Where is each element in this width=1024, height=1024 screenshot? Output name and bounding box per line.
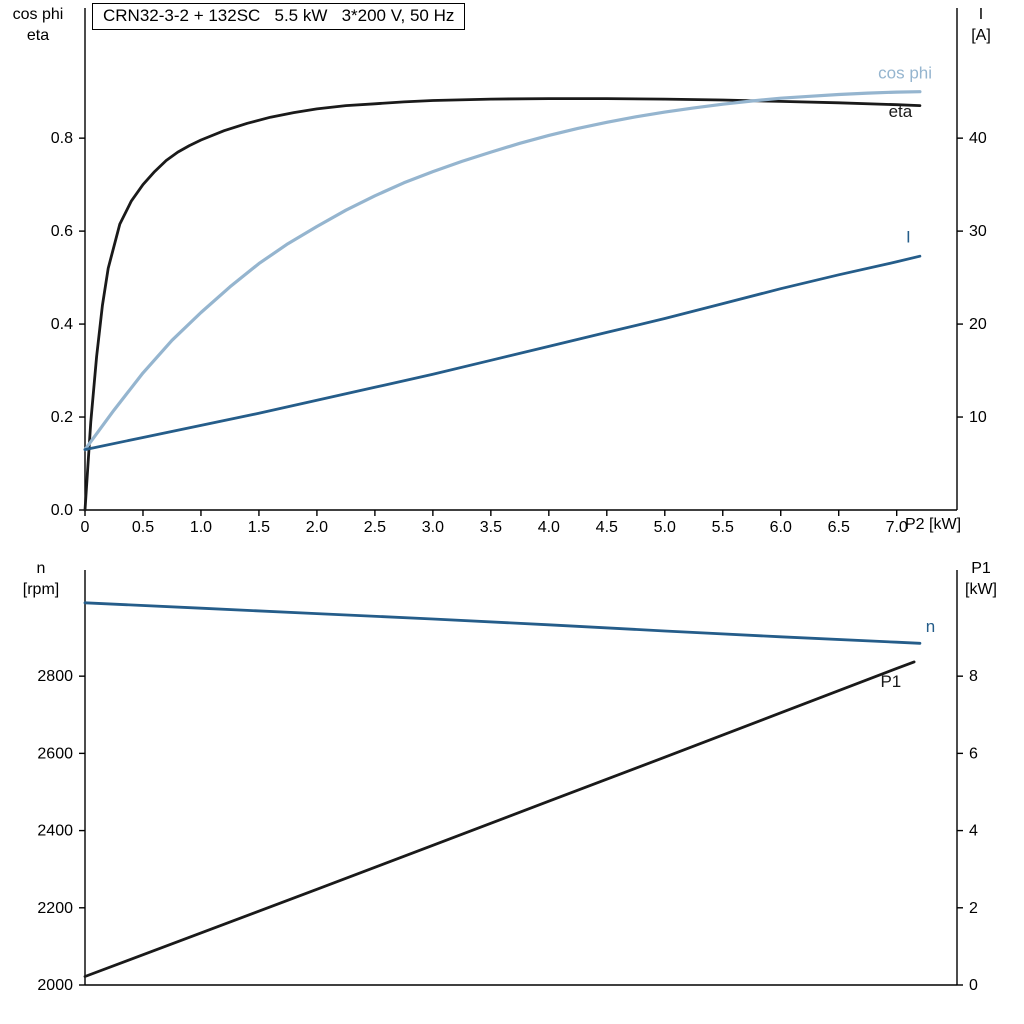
y-tick-label-left: 0.0	[51, 502, 73, 519]
y-tick-label-left: 2200	[37, 900, 73, 917]
x-tick-label: 6.5	[828, 519, 850, 536]
y-tick-label-left: 2800	[37, 668, 73, 685]
eta-curve-label: eta	[889, 102, 913, 121]
bottom-right-axis-unit: P1 [kW]	[948, 558, 1014, 600]
n-curve	[83, 601, 922, 645]
cos-phi-axis-label: cos phi	[12, 6, 64, 23]
y-tick-label-left: 2000	[37, 977, 73, 994]
y-tick-label-right: 40	[969, 130, 987, 147]
P1-curve	[83, 660, 916, 978]
y-tick-label-left: 0.2	[51, 409, 73, 426]
x-tick-label: 3.5	[480, 519, 502, 536]
x-tick-label: 4.5	[596, 519, 618, 536]
y-tick-label-right: 0	[969, 977, 978, 994]
y-tick-label-left: 2400	[37, 823, 73, 840]
y-tick-label-right: 8	[969, 668, 978, 685]
y-tick-label-right: 10	[969, 409, 987, 426]
x-tick-label: 0	[81, 519, 90, 536]
y-tick-label-left: 0.8	[51, 130, 73, 147]
p1-axis-unit-label: [kW]	[965, 581, 997, 598]
y-tick-label-right: 4	[969, 823, 978, 840]
x-tick-label: 5.5	[712, 519, 734, 536]
y-tick-label-right: 20	[969, 316, 987, 333]
n-curve-label: n	[926, 617, 935, 636]
chart-title: CRN32-3-2 + 132SC 5.5 kW 3*200 V, 50 Hz	[92, 3, 466, 30]
cos-phi-curve	[83, 90, 922, 452]
current-axis-label: I	[978, 6, 984, 23]
P1-curve-label: P1	[880, 672, 901, 691]
x-tick-label: 1.0	[190, 519, 212, 536]
speed-axis-unit-label: [rpm]	[22, 581, 60, 598]
top-right-axis-unit: I [A]	[952, 4, 1010, 46]
bottom-chart: 2000 2200 2400 2600 2800 0 2 4 6 8 n P1	[37, 570, 978, 994]
x-tick-label: 5.0	[654, 519, 676, 536]
x-tick-label: 3.0	[422, 519, 444, 536]
x-tick-label: 4.0	[538, 519, 560, 536]
eta-axis-label: eta	[26, 27, 50, 44]
x-tick-label: 6.0	[770, 519, 792, 536]
bottom-left-axis-unit: n [rpm]	[8, 558, 74, 600]
I-curve-label: I	[906, 227, 911, 246]
p1-axis-label: P1	[971, 560, 991, 577]
eta-curve	[83, 97, 922, 512]
cos-phi-curve-label: cos phi	[878, 64, 932, 83]
y-tick-label-right: 6	[969, 745, 978, 762]
x-tick-label: 1.5	[248, 519, 270, 536]
y-tick-label-right: 30	[969, 223, 987, 240]
speed-axis-label: n	[36, 560, 46, 577]
x-tick-label: 2.5	[364, 519, 386, 536]
y-tick-label-left: 0.6	[51, 223, 73, 240]
x-axis-label: P2 [kW]	[905, 516, 962, 533]
x-tick-label: 2.0	[306, 519, 328, 536]
x-tick-label: 0.5	[132, 519, 154, 536]
I-curve	[83, 254, 922, 451]
top-left-axis-unit: cos phi eta	[4, 4, 72, 46]
current-axis-unit-label: [A]	[971, 27, 991, 44]
x-tick-label: 7.0	[886, 519, 908, 536]
top-chart: 0 0.5 1.0 1.5 2.0 2.5 3.0 3.5 4.0 4.5 5.0 5.5 6.0 6.5…	[51, 8, 987, 536]
y-tick-label-left: 2600	[37, 745, 73, 762]
y-tick-label-left: 0.4	[51, 316, 73, 333]
y-tick-label-right: 2	[969, 900, 978, 917]
